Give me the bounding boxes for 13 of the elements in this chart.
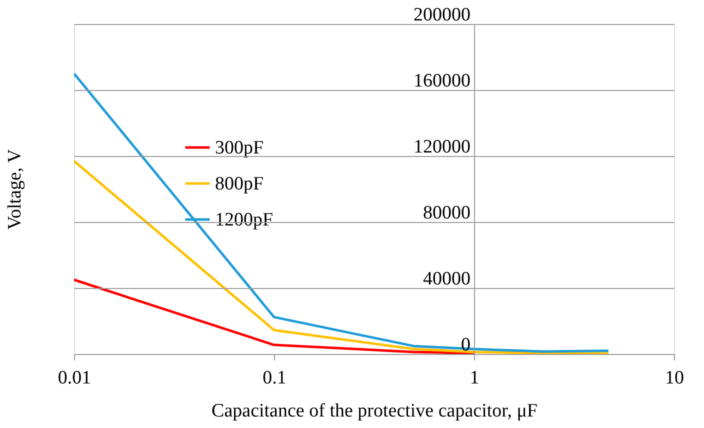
y-tick-label: 160000 xyxy=(414,70,470,92)
y-tick-label: 40000 xyxy=(423,268,470,290)
legend-label: 300pF xyxy=(215,138,264,158)
y-tick-label: 120000 xyxy=(414,136,470,158)
legend-label: 800pF xyxy=(215,174,264,194)
y-tick-label: 80000 xyxy=(423,202,470,224)
y-tick-label: 200000 xyxy=(414,4,470,26)
x-tick-label: 0.1 xyxy=(262,368,286,388)
x-tick-label: 10 xyxy=(665,368,684,388)
x-axis-title: Capacitance of the protective capacitor, μF xyxy=(212,400,538,422)
x-tick-label: 0.01 xyxy=(58,368,92,388)
y-axis-title: Voltage, V xyxy=(4,148,26,230)
x-tick-label: 1 xyxy=(470,368,480,388)
